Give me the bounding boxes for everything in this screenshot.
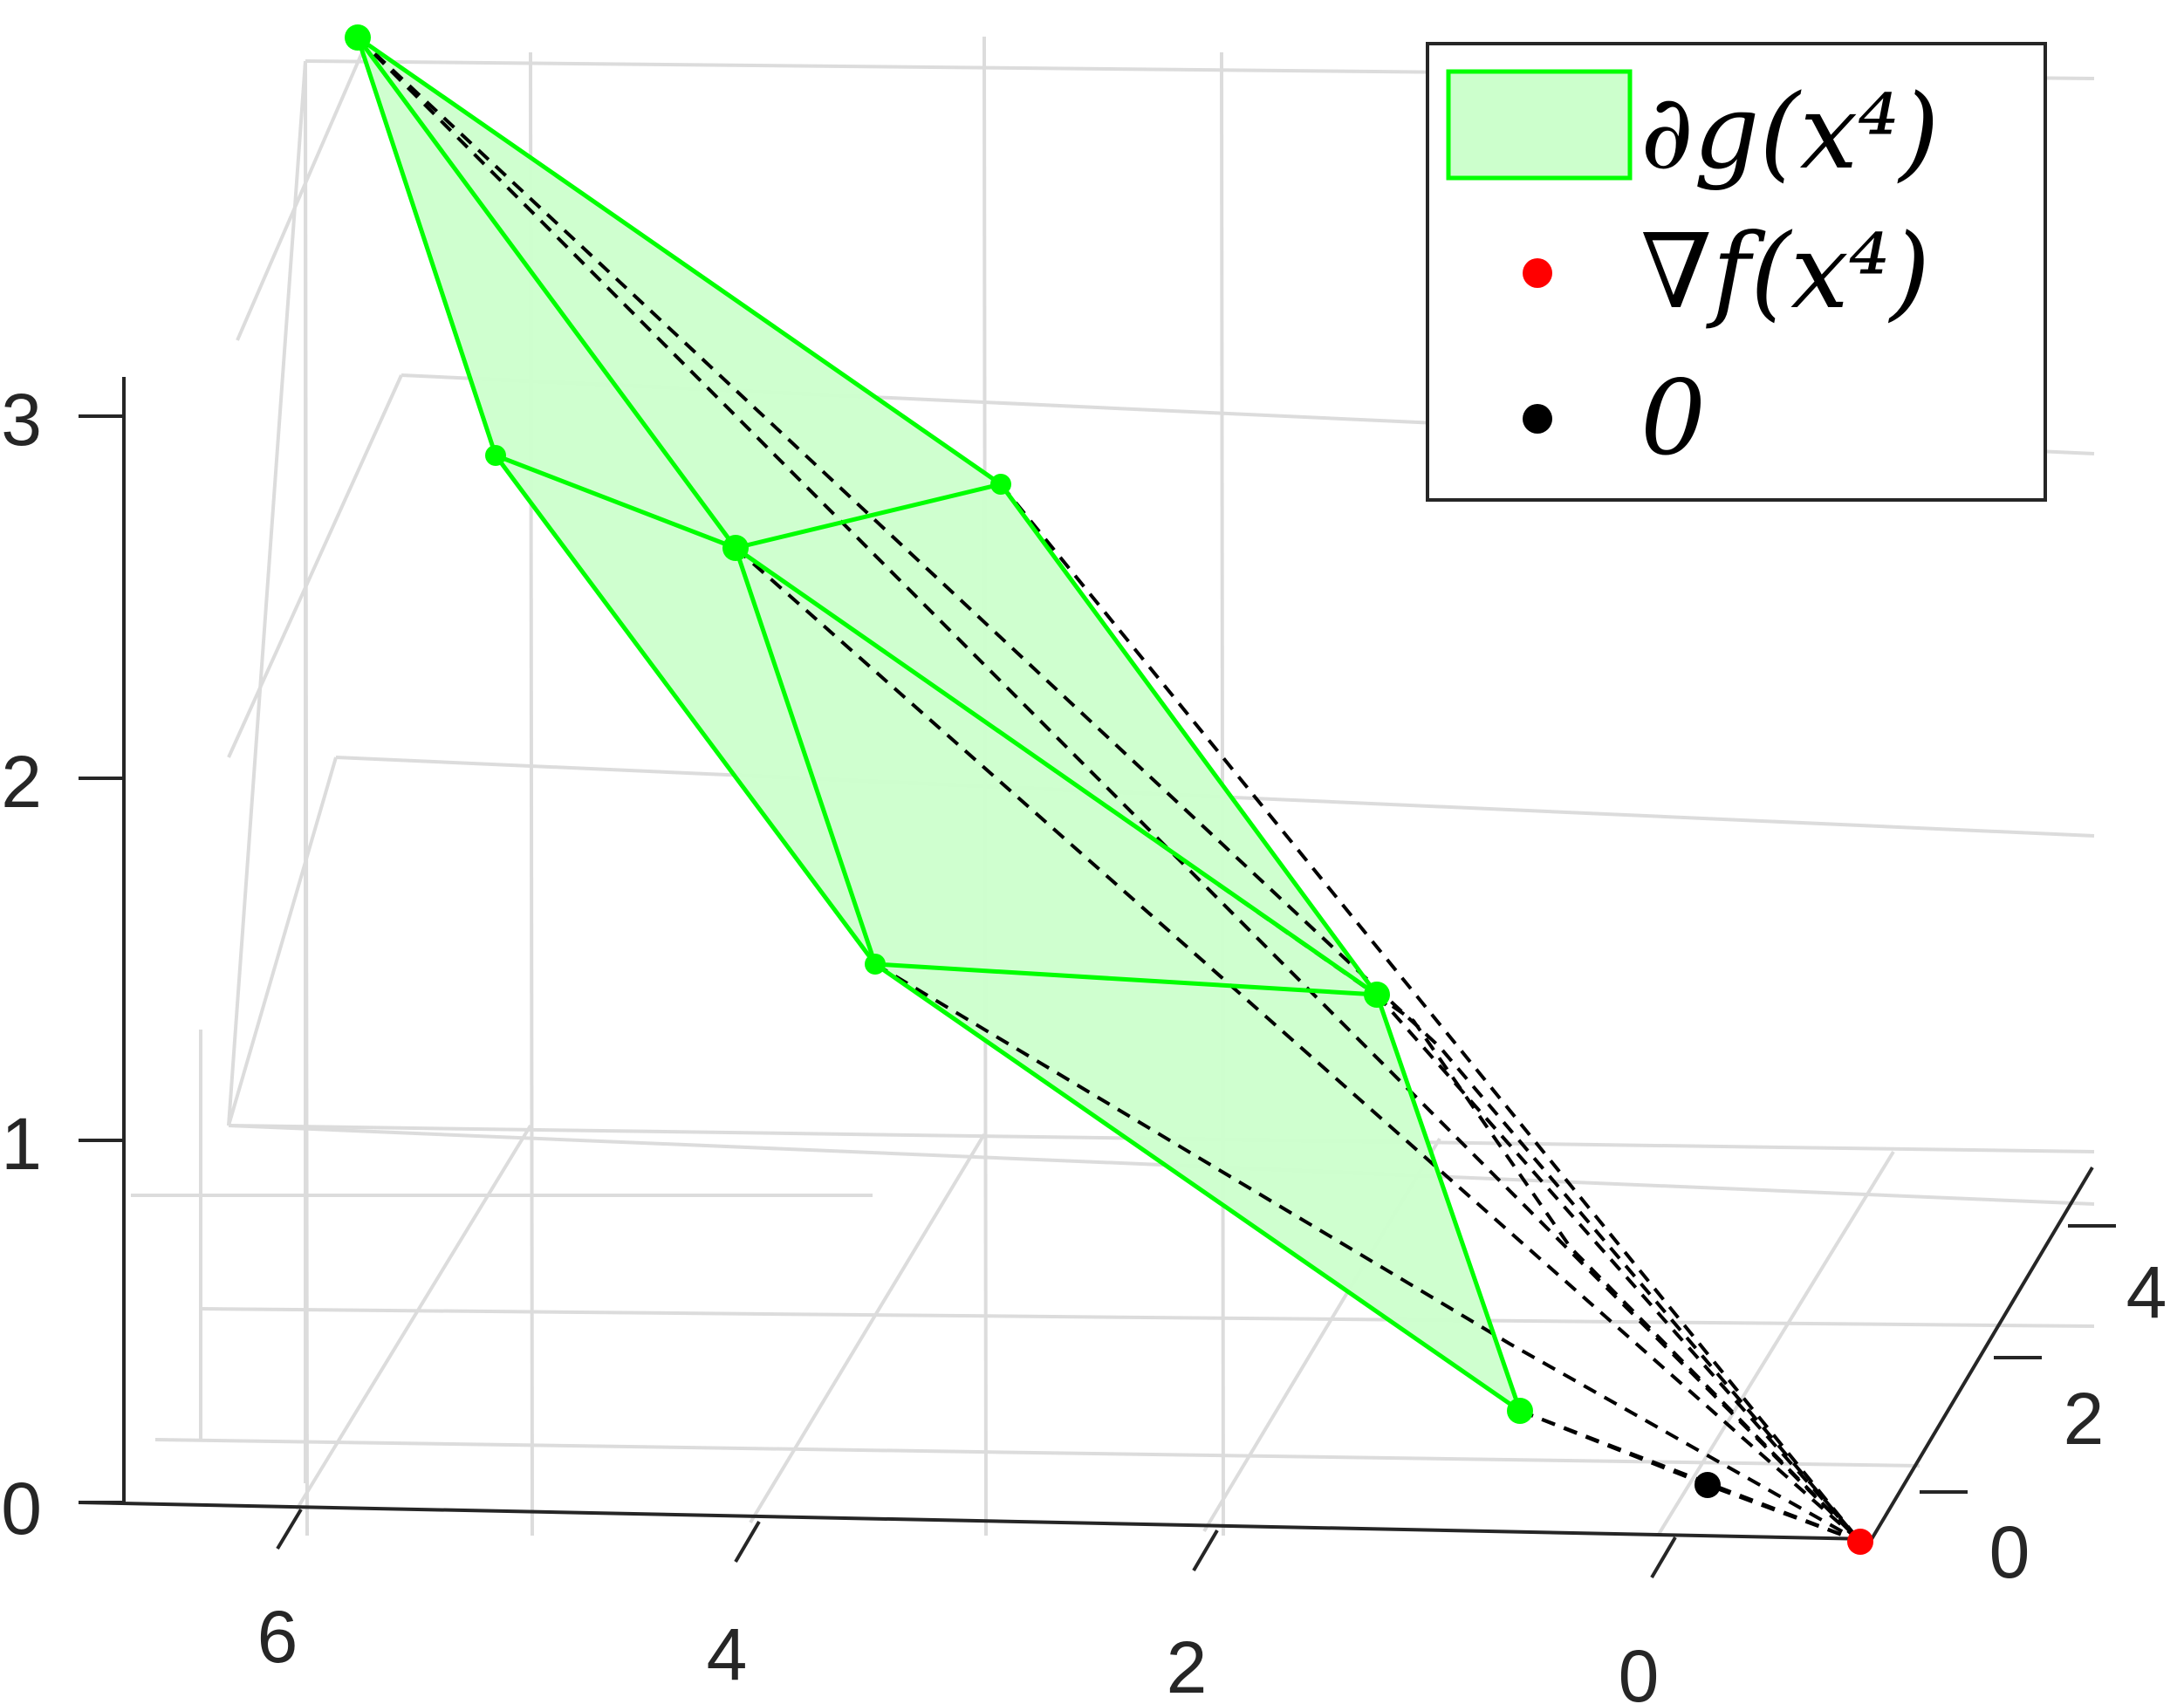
x-tick-mark — [276, 1508, 303, 1550]
grid-line — [1656, 1150, 1895, 1537]
data-points — [345, 24, 1873, 1555]
x-tick-label: 2 — [1167, 1626, 1208, 1704]
dashed-line — [356, 36, 1862, 1543]
x-tick-mark — [1650, 1536, 1677, 1579]
legend-point-black — [1523, 404, 1552, 434]
z-tick-label: 3 — [1, 379, 42, 461]
grid-line — [227, 374, 403, 758]
polytope-vertex — [722, 535, 749, 561]
polytope-edge — [493, 454, 878, 966]
polytope-edge — [874, 961, 1378, 997]
x-tick-mark — [1192, 1529, 1219, 1572]
axes — [78, 377, 2116, 1579]
polytope-vertex — [485, 445, 506, 466]
polytope-edge — [734, 545, 1379, 997]
grid-line — [295, 1124, 532, 1511]
polytope-edges — [355, 35, 1523, 1413]
y-tick-label: 4 — [2126, 1251, 2167, 1333]
polytope-edge — [998, 482, 1380, 996]
dashed-line — [356, 36, 1862, 1543]
gradient-point — [1847, 1529, 1873, 1555]
grid-line — [236, 51, 364, 341]
grid-line — [200, 1307, 2095, 1328]
x-tick-label: 6 — [257, 1596, 298, 1678]
legend-patch-swatch — [1446, 69, 1633, 181]
polytope-vertex — [865, 954, 886, 975]
legend: ∂g(x⁴) ∇f(x⁴) 0 — [1426, 42, 2047, 502]
polytope-edge — [495, 453, 736, 551]
z-tick-label: 0 — [1, 1468, 42, 1550]
dashed-line — [873, 962, 1861, 1543]
z-tick-label: 2 — [1, 741, 42, 823]
polytope-edge — [735, 482, 1002, 551]
legend-label-zero: 0 — [1640, 358, 1706, 478]
polytope-edge — [873, 961, 1522, 1413]
x-tick-label: 0 — [1619, 1635, 1660, 1704]
x-axis-line — [78, 1501, 1872, 1541]
polytope-edge — [356, 35, 1003, 487]
tick-labels: 6 4 2 0 0 2 4 0 1 2 3 — [1, 379, 2167, 1704]
origin-point — [1694, 1472, 1721, 1498]
polytope-edge — [355, 36, 738, 550]
polytope-vertex — [1364, 982, 1390, 1008]
dashed-line — [999, 482, 1862, 1543]
polytope-vertex — [345, 24, 371, 51]
dashed-line — [734, 546, 1862, 1543]
polytope-face — [358, 38, 1001, 548]
x-tick-mark — [734, 1520, 761, 1564]
polytope-edge — [733, 547, 878, 965]
legend-label-gradient: ∇f(x⁴) — [1640, 211, 1930, 332]
y-axis-line — [1870, 1166, 2094, 1541]
grid-line — [227, 756, 338, 1126]
z-tick-label: 1 — [1, 1103, 42, 1185]
x-tick-label: 4 — [707, 1613, 748, 1695]
polytope-vertex — [990, 474, 1011, 495]
polytope-edge — [1374, 994, 1523, 1412]
polytope-edge — [355, 37, 498, 456]
legend-label-subdifferential: ∂g(x⁴) — [1640, 72, 1939, 192]
y-tick-label: 2 — [2064, 1378, 2105, 1460]
grid-line — [749, 1133, 986, 1524]
polytope-vertex — [1507, 1398, 1533, 1424]
grid-line — [227, 60, 307, 1126]
legend-point-red — [1523, 258, 1552, 288]
polytope-face — [736, 484, 1377, 995]
y-tick-label: 0 — [1989, 1511, 2030, 1593]
grid-line — [154, 1438, 1920, 1468]
